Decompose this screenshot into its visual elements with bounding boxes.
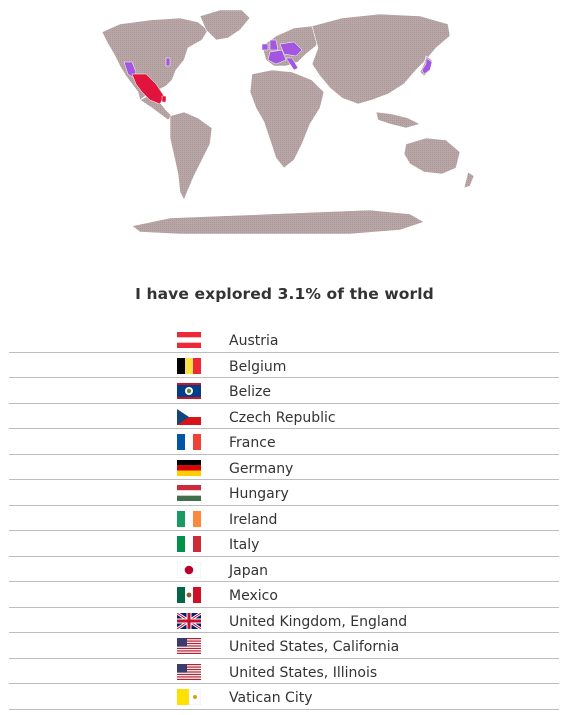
- country-row: Vatican City: [9, 684, 559, 710]
- antarctica-shape: [131, 209, 425, 235]
- hungary-flag-icon: [177, 485, 201, 501]
- japan-flag-icon: [177, 561, 201, 578]
- country-row: Belgium: [9, 353, 559, 378]
- ireland-region: [261, 43, 269, 51]
- indonesia-shape: [375, 111, 421, 129]
- asia-shape: [311, 13, 451, 105]
- country-row: United Kingdom, England: [9, 608, 559, 633]
- mexico-region: [131, 73, 165, 105]
- country-name: Ireland: [229, 511, 278, 528]
- england-flag-icon: [177, 612, 201, 629]
- ireland-flag-icon: [177, 510, 201, 527]
- south-america-shape: [169, 111, 213, 201]
- italy-region: [285, 57, 299, 71]
- country-name: Vatican City: [229, 690, 313, 706]
- north-america-shape: [101, 17, 209, 101]
- country-name: Belgium: [229, 358, 287, 375]
- visited-regions: [123, 39, 433, 105]
- country-name: Austria: [229, 333, 279, 349]
- japan-region: [421, 57, 433, 75]
- country-name: Mexico: [229, 588, 278, 604]
- country-row: Italy: [9, 531, 559, 557]
- mexico-flag-icon: [177, 587, 201, 603]
- france-region: [267, 49, 287, 65]
- country-name: Belize: [229, 384, 271, 400]
- country-name: United Kingdom, England: [229, 613, 408, 630]
- country-row: Belize: [9, 378, 559, 404]
- land-masses: [101, 9, 475, 235]
- australia-shape: [403, 137, 461, 175]
- country-row: Austria: [9, 327, 559, 353]
- italy-flag-icon: [177, 536, 201, 552]
- country-row: Czech Republic: [9, 404, 559, 429]
- austria-flag-icon: [177, 332, 201, 348]
- country-row: Mexico: [9, 582, 559, 608]
- belgium-flag-icon: [177, 357, 201, 374]
- country-row: Japan: [9, 557, 559, 582]
- country-name: Japan: [229, 562, 269, 579]
- country-row: United States, Illinois: [9, 659, 559, 684]
- illinois-region: [165, 57, 171, 67]
- new-zealand-shape: [463, 171, 475, 189]
- visited-country-list: Austria Belgium Belize Czech Republic Fr…: [9, 327, 559, 710]
- country-name: France: [229, 435, 276, 451]
- country-name: Italy: [229, 537, 260, 553]
- exploration-headline: I have explored 3.1% of the world: [135, 285, 434, 303]
- country-name: United States, Illinois: [229, 664, 378, 681]
- country-row: France: [9, 429, 559, 455]
- country-row: Germany: [9, 455, 559, 480]
- czech-republic-flag-icon: [177, 408, 201, 425]
- france-flag-icon: [177, 434, 201, 450]
- country-name: United States, California: [229, 639, 400, 655]
- belize-region: [161, 95, 167, 103]
- germany-flag-icon: [177, 459, 201, 476]
- central-europe-region: [279, 41, 303, 57]
- world-map: [80, 4, 490, 240]
- country-row: United States, California: [9, 633, 559, 659]
- country-row: Hungary: [9, 480, 559, 506]
- greenland-shape: [199, 9, 251, 41]
- world-map-svg: [101, 9, 475, 235]
- united-states-flag-icon: [177, 663, 201, 680]
- belize-flag-icon: [177, 383, 201, 399]
- vatican-city-flag-icon: [177, 689, 201, 705]
- country-name: Czech Republic: [229, 409, 336, 426]
- country-name: Germany: [229, 460, 294, 477]
- country-row: Ireland: [9, 506, 559, 531]
- africa-shape: [249, 69, 325, 169]
- country-name: Hungary: [229, 486, 289, 502]
- united-states-flag-icon: [177, 638, 201, 654]
- england-region: [269, 39, 279, 51]
